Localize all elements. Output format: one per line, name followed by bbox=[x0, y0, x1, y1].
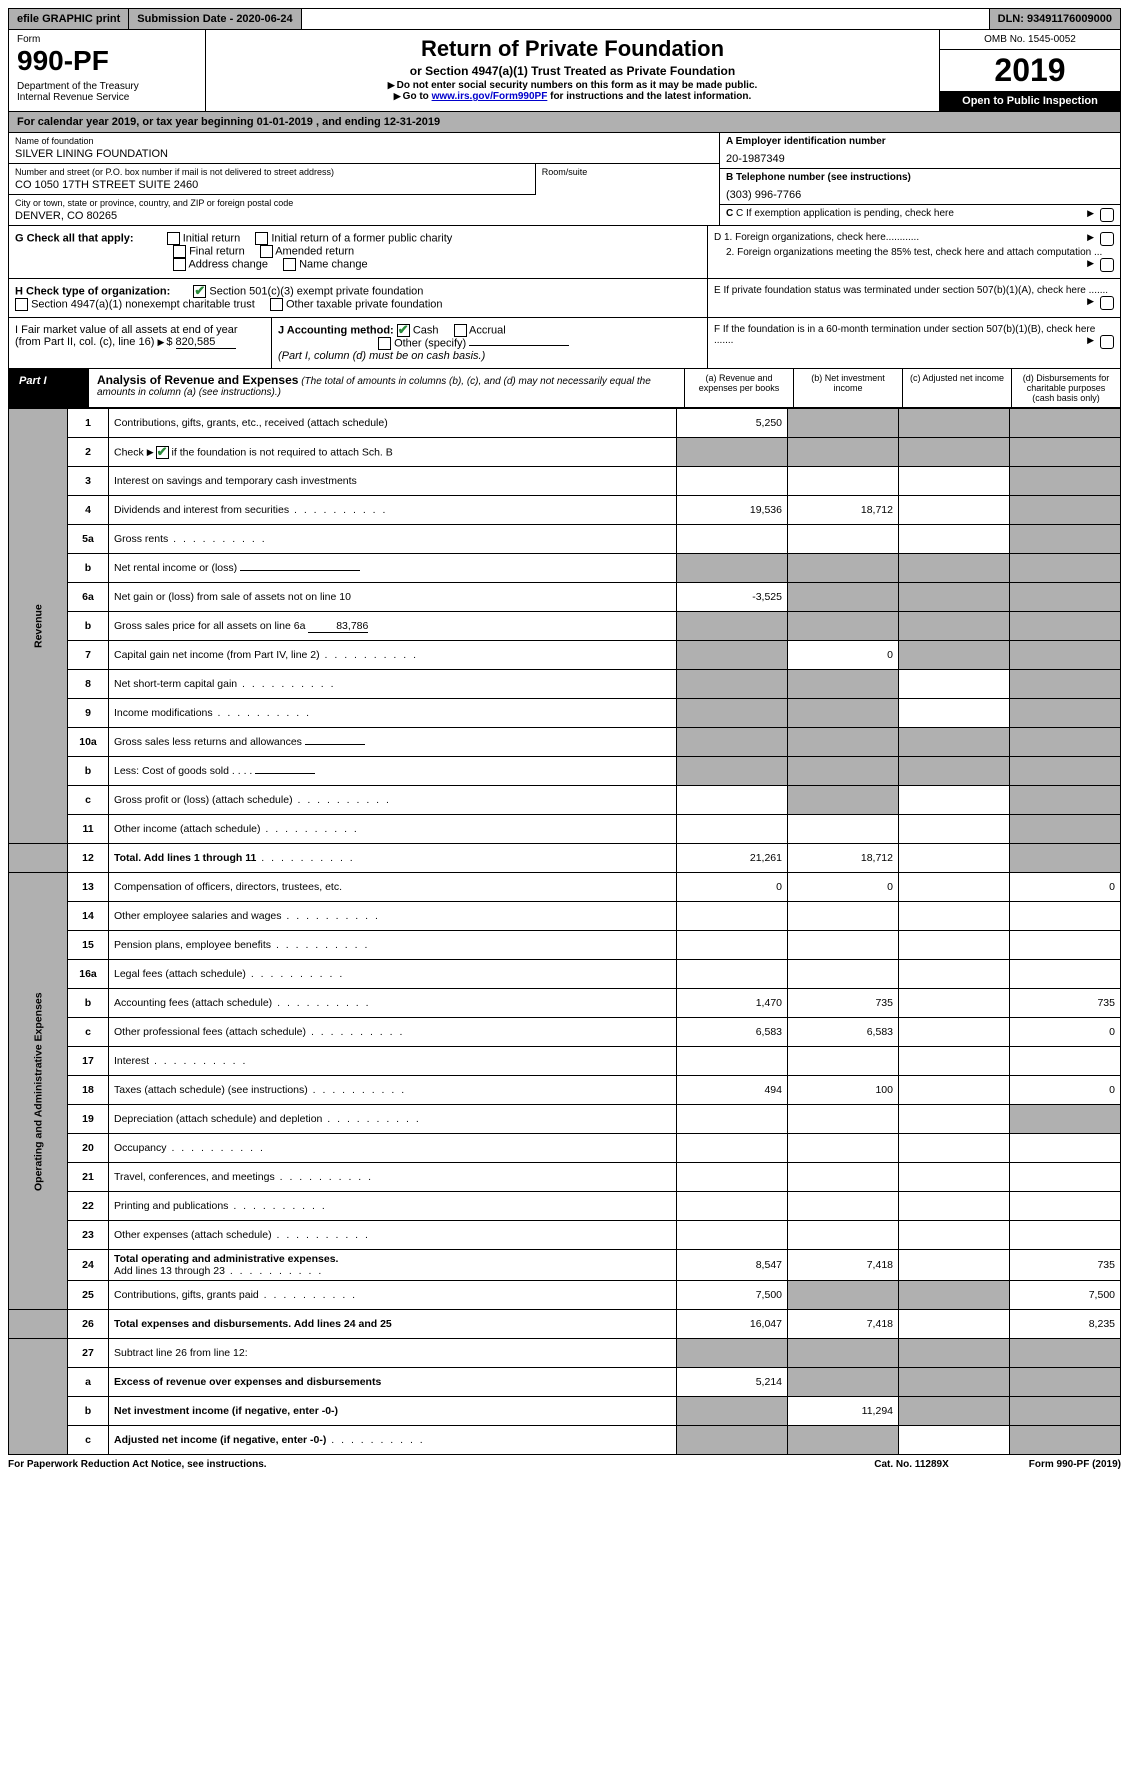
e-label: E If private foundation status was termi… bbox=[714, 285, 1114, 296]
street-address: CO 1050 17TH STREET SUITE 2460 bbox=[15, 179, 529, 191]
fmv-value: 820,585 bbox=[176, 336, 236, 349]
omb-number: OMB No. 1545-0052 bbox=[940, 30, 1120, 50]
section-g-d: G Check all that apply: Initial return I… bbox=[8, 226, 1121, 279]
addr-label: Number and street (or P.O. box number if… bbox=[15, 167, 529, 177]
h-label: H Check type of organization: bbox=[15, 285, 170, 297]
note-goto-post: for instructions and the latest informat… bbox=[547, 91, 751, 102]
g-address-checkbox[interactable] bbox=[173, 258, 186, 271]
phone-value: (303) 996-7766 bbox=[726, 189, 1114, 201]
form-number: 990-PF bbox=[17, 45, 197, 77]
footer-left: For Paperwork Reduction Act Notice, see … bbox=[8, 1459, 267, 1470]
d2-checkbox[interactable] bbox=[1100, 258, 1114, 272]
g-initial-former-checkbox[interactable] bbox=[255, 232, 268, 245]
irs-link[interactable]: www.irs.gov/Form990PF bbox=[432, 91, 548, 102]
j-note: (Part I, column (d) must be on cash basi… bbox=[278, 350, 485, 362]
page-footer: For Paperwork Reduction Act Notice, see … bbox=[8, 1455, 1121, 1474]
footer-right: Form 990-PF (2019) bbox=[1029, 1459, 1121, 1470]
part1-title: Analysis of Revenue and Expenses bbox=[97, 373, 298, 387]
f-checkbox[interactable] bbox=[1100, 335, 1114, 349]
open-public: Open to Public Inspection bbox=[940, 91, 1120, 111]
note-ssn: Do not enter social security numbers on … bbox=[397, 80, 758, 91]
name-label: Name of foundation bbox=[15, 136, 713, 146]
section-h-e: H Check type of organization: Section 50… bbox=[8, 279, 1121, 318]
g-initial-checkbox[interactable] bbox=[167, 232, 180, 245]
f-label: F If the foundation is in a 60-month ter… bbox=[714, 324, 1114, 346]
j-cash-checkbox[interactable] bbox=[397, 324, 410, 337]
phone-label: B Telephone number (see instructions) bbox=[726, 172, 911, 183]
room-label: Room/suite bbox=[542, 167, 713, 177]
col-c-header: (c) Adjusted net income bbox=[903, 369, 1012, 407]
entity-info: Name of foundation SILVER LINING FOUNDAT… bbox=[8, 133, 1121, 226]
section-i-j-f: I Fair market value of all assets at end… bbox=[8, 318, 1121, 369]
g-name-checkbox[interactable] bbox=[283, 258, 296, 271]
side-expenses: Operating and Administrative Expenses bbox=[9, 873, 68, 1310]
j-accrual-checkbox[interactable] bbox=[454, 324, 467, 337]
l2-checkbox[interactable] bbox=[156, 446, 169, 459]
footer-mid: Cat. No. 11289X bbox=[874, 1459, 948, 1470]
e-checkbox[interactable] bbox=[1100, 296, 1114, 310]
col-b-header: (b) Net investment income bbox=[794, 369, 903, 407]
d2-label: 2. Foreign organizations meeting the 85%… bbox=[714, 247, 1114, 258]
ein-value: 20-1987349 bbox=[726, 153, 1114, 165]
city-state-zip: DENVER, CO 80265 bbox=[15, 210, 713, 222]
top-bar: efile GRAPHIC print Submission Date - 20… bbox=[8, 8, 1121, 30]
submission-date: Submission Date - 2020-06-24 bbox=[129, 9, 301, 29]
form-subtitle: or Section 4947(a)(1) Trust Treated as P… bbox=[212, 64, 933, 78]
c-checkbox[interactable] bbox=[1100, 208, 1114, 222]
form-title: Return of Private Foundation bbox=[212, 36, 933, 62]
col-d-header: (d) Disbursements for charitable purpose… bbox=[1012, 369, 1120, 407]
ein-label: A Employer identification number bbox=[726, 136, 886, 147]
side-revenue: Revenue bbox=[9, 409, 68, 844]
dept-treasury: Department of the Treasury Internal Reve… bbox=[17, 81, 197, 103]
part1-header: Part I Analysis of Revenue and Expenses … bbox=[8, 369, 1121, 408]
tax-year: 2019 bbox=[940, 50, 1120, 91]
part1-label: Part I bbox=[9, 369, 89, 407]
form-label: Form bbox=[17, 34, 197, 45]
g-label: G Check all that apply: bbox=[15, 232, 134, 244]
h-4947-checkbox[interactable] bbox=[15, 298, 28, 311]
exemption-pending-label: C C If exemption application is pending,… bbox=[726, 208, 954, 219]
j-other-checkbox[interactable] bbox=[378, 337, 391, 350]
d1-label: D 1. Foreign organizations, check here..… bbox=[714, 232, 1114, 243]
dln: DLN: 93491176009000 bbox=[989, 9, 1120, 29]
calendar-year-row: For calendar year 2019, or tax year begi… bbox=[8, 112, 1121, 133]
g-amended-checkbox[interactable] bbox=[260, 245, 273, 258]
foundation-name: SILVER LINING FOUNDATION bbox=[15, 148, 713, 160]
h-other-checkbox[interactable] bbox=[270, 298, 283, 311]
city-label: City or town, state or province, country… bbox=[15, 198, 713, 208]
j-label: J Accounting method: bbox=[278, 324, 394, 336]
h-501c3-checkbox[interactable] bbox=[193, 285, 206, 298]
note-goto-pre: Go to bbox=[403, 91, 432, 102]
part1-table: Revenue 1Contributions, gifts, grants, e… bbox=[8, 408, 1121, 1455]
form-header: Form 990-PF Department of the Treasury I… bbox=[8, 30, 1121, 112]
g-final-checkbox[interactable] bbox=[173, 245, 186, 258]
efile-print[interactable]: efile GRAPHIC print bbox=[9, 9, 129, 29]
d1-checkbox[interactable] bbox=[1100, 232, 1114, 246]
col-a-header: (a) Revenue and expenses per books bbox=[685, 369, 794, 407]
